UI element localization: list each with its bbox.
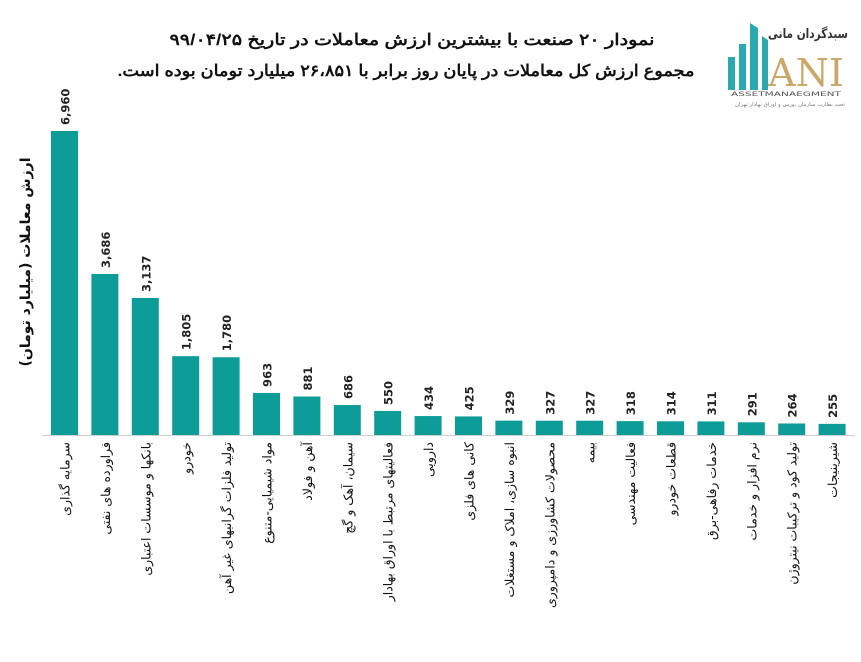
chart-title: نمودار ۲۰ صنعت با بیشترین ارزش معاملات د…: [170, 32, 655, 50]
bar: [131, 297, 159, 435]
value-label: 314: [665, 391, 679, 415]
category-label: تولید فلزات گرانبهای غیر آهن: [219, 441, 235, 593]
value-label: 963: [261, 363, 275, 387]
logo-bar: [762, 36, 768, 90]
logo-tagline: ASSETMANAEGMENT: [731, 90, 841, 98]
bar: [293, 396, 321, 435]
logo: سبدگردان مانی ANI ASSETMANAEGMENT تحت نظ…: [728, 23, 848, 108]
bar: [91, 274, 119, 435]
bar: [374, 410, 402, 435]
bar: [212, 357, 240, 435]
value-label: 434: [422, 386, 436, 410]
bar: [737, 422, 765, 435]
value-label: 1,805: [180, 314, 194, 350]
bar: [495, 420, 523, 435]
value-label: 329: [503, 391, 517, 415]
category-label: محصولات کشاورزی و دامپروری: [542, 442, 558, 608]
value-label: 3,137: [139, 256, 153, 292]
value-label: 318: [624, 391, 638, 415]
value-label: 1,780: [220, 315, 234, 351]
category-label: بانکها و موسسات اعتباری: [138, 442, 154, 576]
category-label: سیمان، آهک و گچ: [340, 442, 356, 534]
bar: [818, 423, 846, 435]
value-label: 6,960: [59, 89, 73, 125]
bar: [455, 416, 482, 435]
category-label: شیرینیجات: [825, 442, 841, 498]
category-label: سرمایه گذاری: [58, 442, 74, 516]
value-label: 327: [584, 391, 598, 415]
bar: [576, 420, 604, 435]
category-label: نرم افزار و خدمات: [744, 442, 760, 541]
value-label: 425: [463, 386, 477, 410]
category-label: فعالیتهای مرتبط با اوراق بهادار: [381, 442, 397, 602]
bar: [253, 392, 280, 435]
category-label: خودرو: [179, 442, 195, 475]
category-label: فراورده های نفتی: [98, 442, 114, 535]
bar: [616, 421, 644, 435]
value-label: 686: [341, 375, 355, 399]
y-axis-label: ارزش معاملات (میلیارد تومان): [18, 157, 34, 366]
logo-persian-name: سبدگردان مانی: [768, 26, 848, 42]
bar: [414, 416, 442, 435]
category-label: فعالیت مهندسی: [623, 442, 639, 525]
category-label: انبوه سازی، املاک و مستغلات: [502, 442, 518, 598]
bar: [697, 421, 725, 435]
category-label: بیمه: [583, 442, 598, 463]
logo-bar: [739, 44, 746, 90]
category-label: دارویی: [421, 442, 437, 477]
logo-subtitle: تحت نظارت سازمان بورس و اوراق بهادار تهر…: [735, 102, 846, 108]
category-label: تولید کود و ترکیبات نیتروژن: [785, 441, 801, 584]
value-label: 881: [301, 367, 315, 391]
logo-brand: ANI: [767, 51, 844, 95]
bar: [535, 420, 563, 435]
category-label: مواد شیمیایی-متنوع: [260, 442, 276, 544]
bar: [172, 356, 200, 435]
logo-bar: [728, 57, 735, 90]
value-label: 311: [705, 391, 719, 415]
chart-subtitle: مجموع ارزش کل معاملات در پایان روز برابر…: [118, 63, 695, 81]
bar: [778, 423, 806, 435]
value-label: 255: [826, 394, 840, 418]
category-label: خدمات رفاهی-برق: [704, 442, 720, 540]
category-label: آهن و فولاد: [300, 441, 316, 500]
value-label: 327: [543, 391, 557, 415]
value-label: 3,686: [99, 232, 113, 268]
logo-bar: [750, 23, 758, 90]
category-label: قطعات خودرو: [664, 442, 680, 517]
bar: [657, 421, 684, 435]
bar: [333, 405, 361, 435]
value-label: 291: [745, 392, 759, 416]
bar: [51, 131, 78, 435]
value-label: 264: [786, 393, 800, 417]
value-label: 550: [382, 381, 396, 405]
category-label: کانی های فلزی: [462, 442, 478, 521]
